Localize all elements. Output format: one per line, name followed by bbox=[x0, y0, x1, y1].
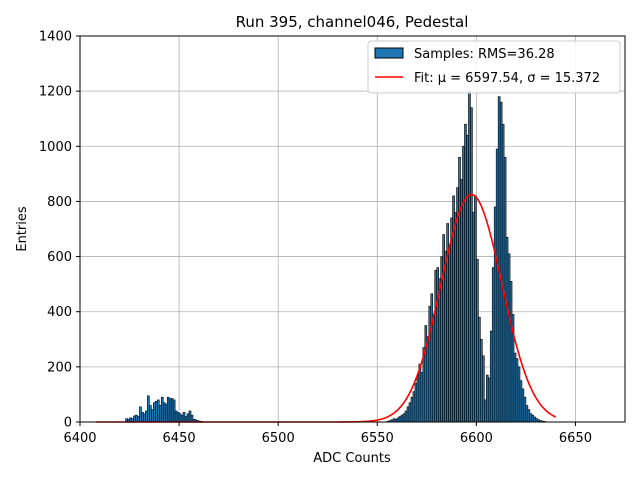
y-tick-label-5: 1000 bbox=[39, 140, 72, 155]
x-tick-label-5: 6650 bbox=[559, 431, 592, 446]
y-tick-label-7: 1400 bbox=[39, 30, 72, 45]
y-tick-label-4: 800 bbox=[47, 195, 72, 210]
chart-title: Run 395, channel046, Pedestal bbox=[236, 13, 469, 31]
x-tick-label-2: 6500 bbox=[262, 431, 295, 446]
x-axis-ticks: 6400 6450 6500 6550 6600 6650 bbox=[63, 422, 592, 446]
y-axis-ticks: 0 200 400 600 800 1000 1200 1400 bbox=[39, 30, 80, 431]
legend: Samples: RMS=36.28 Fit: μ = 6597.54, σ =… bbox=[367, 40, 621, 94]
y-axis-label: Entries bbox=[15, 206, 30, 252]
y-tick-label-6: 1200 bbox=[39, 85, 72, 100]
legend-swatch-samples bbox=[374, 47, 404, 59]
plot-frame bbox=[79, 35, 626, 423]
y-tick-label-0: 0 bbox=[64, 416, 72, 431]
legend-box bbox=[367, 40, 621, 94]
x-tick-label-3: 6550 bbox=[361, 431, 394, 446]
legend-label-fit: Fit: μ = 6597.54, σ = 15.372 bbox=[414, 71, 600, 86]
x-axis-label: ADC Counts bbox=[313, 451, 391, 466]
y-tick-label-2: 400 bbox=[47, 305, 72, 320]
legend-label-samples: Samples: RMS=36.28 bbox=[414, 47, 555, 62]
y-tick-label-3: 600 bbox=[47, 250, 72, 265]
x-tick-label-1: 6450 bbox=[163, 431, 196, 446]
x-tick-label-4: 6600 bbox=[460, 431, 493, 446]
y-tick-label-1: 200 bbox=[47, 360, 72, 375]
x-tick-label-0: 6400 bbox=[63, 431, 96, 446]
